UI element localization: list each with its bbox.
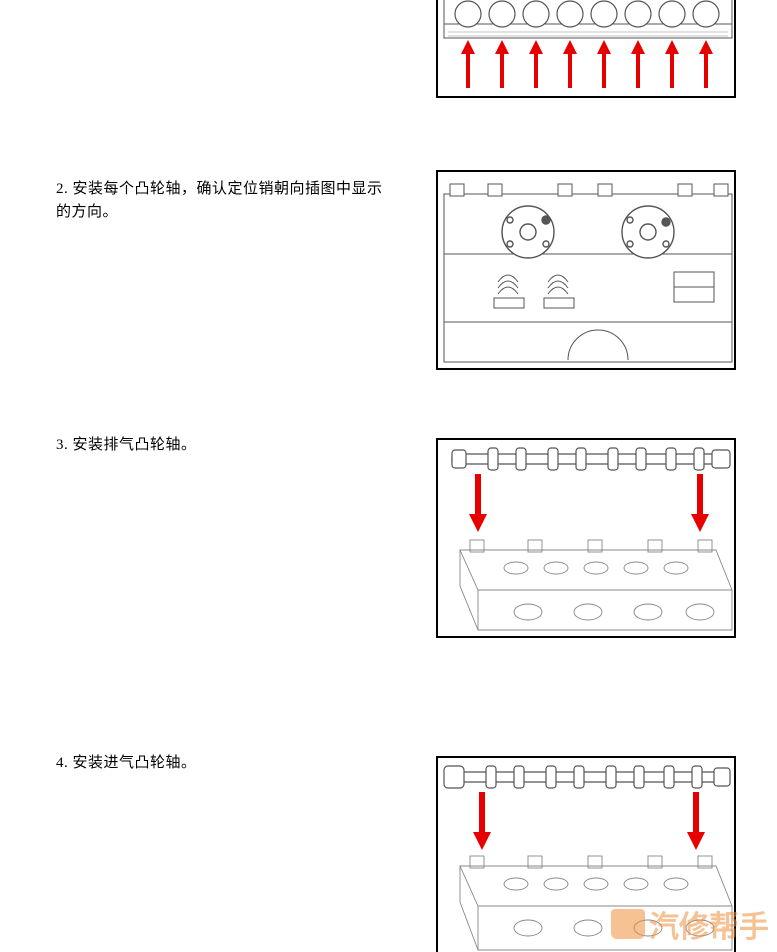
exhaust-cam-svg: [438, 440, 736, 638]
step-4-text: 4. 安装进气凸轮轴。: [56, 752, 396, 775]
step-4-body: 安装进气凸轮轴。: [73, 755, 197, 771]
page: 2. 安装每个凸轮轴，确认定位销朝向插图中显示的方向。: [0, 0, 777, 952]
step-2-body: 安装每个凸轮轴，确认定位销朝向插图中显示的方向。: [56, 181, 383, 220]
step-4-num: 4.: [56, 755, 68, 771]
tappet-diagram-svg: [438, 0, 736, 98]
step-3-num: 3.: [56, 437, 68, 453]
step-3-text: 3. 安装排气凸轮轴。: [56, 434, 396, 457]
up-arrows: [461, 40, 713, 88]
step-3-body: 安装排气凸轮轴。: [73, 437, 197, 453]
watermark: 汽修帮手: [611, 902, 769, 946]
watermark-text: 汽修帮手: [649, 902, 769, 946]
figure-tappets: [436, 0, 736, 98]
watermark-icon: [611, 909, 645, 939]
step-2-num: 2.: [56, 181, 68, 197]
down-arrows: [469, 474, 709, 532]
step-2-text: 2. 安装每个凸轮轴，确认定位销朝向插图中显示的方向。: [56, 178, 396, 225]
down-arrows: [473, 792, 705, 850]
figure-exhaust-camshaft: [436, 438, 736, 638]
figure-dowel-orientation: [436, 170, 736, 370]
dowel-diagram-svg: [438, 172, 736, 370]
